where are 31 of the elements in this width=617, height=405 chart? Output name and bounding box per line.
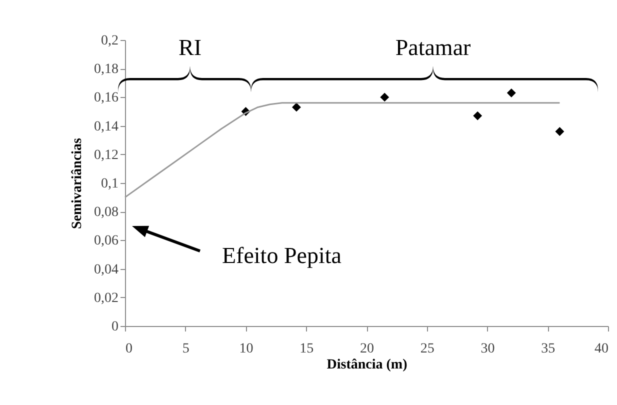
annotation: RI <box>178 35 202 60</box>
y-tick-label: 0,08 <box>94 205 118 220</box>
x-tick-label: 0 <box>126 342 132 356</box>
y-tick-label: 0,06 <box>94 234 118 249</box>
point <box>473 111 482 120</box>
point <box>380 92 390 102</box>
y-tick-label: 0,02 <box>94 290 118 306</box>
y-tick-label: 0,04 <box>94 262 118 278</box>
x-tick-label: 20 <box>360 342 374 356</box>
point <box>292 102 301 112</box>
annotation: Efeito Pepita <box>222 243 342 268</box>
x-tick-label: 35 <box>541 342 556 356</box>
y-tick-label: 0,16 <box>94 90 118 106</box>
y-tick-label: 0,2 <box>101 34 118 48</box>
x-tick-label: 15 <box>300 342 314 356</box>
y-tick-label: 0,1 <box>101 176 118 192</box>
point <box>506 88 516 98</box>
x-tick-label: 25 <box>420 342 434 356</box>
x-tick-label: 10 <box>239 342 254 356</box>
annotation: Patamar <box>395 35 472 60</box>
y-tick-label: 0,12 <box>94 148 118 163</box>
y-tick-label: 0,18 <box>94 62 118 78</box>
x-tick-label: 40 <box>594 342 608 356</box>
y-tick-label: 0 <box>112 320 118 334</box>
y-tick-label: 0,14 <box>94 119 118 134</box>
point <box>555 127 564 136</box>
x-tick-label: 5 <box>182 342 190 356</box>
y-axis-title: Semivariâncias <box>70 137 85 229</box>
line-series <box>124 102 560 198</box>
x-tick-label: 30 <box>480 342 495 356</box>
x-axis-title: Distância (m) <box>326 358 408 372</box>
